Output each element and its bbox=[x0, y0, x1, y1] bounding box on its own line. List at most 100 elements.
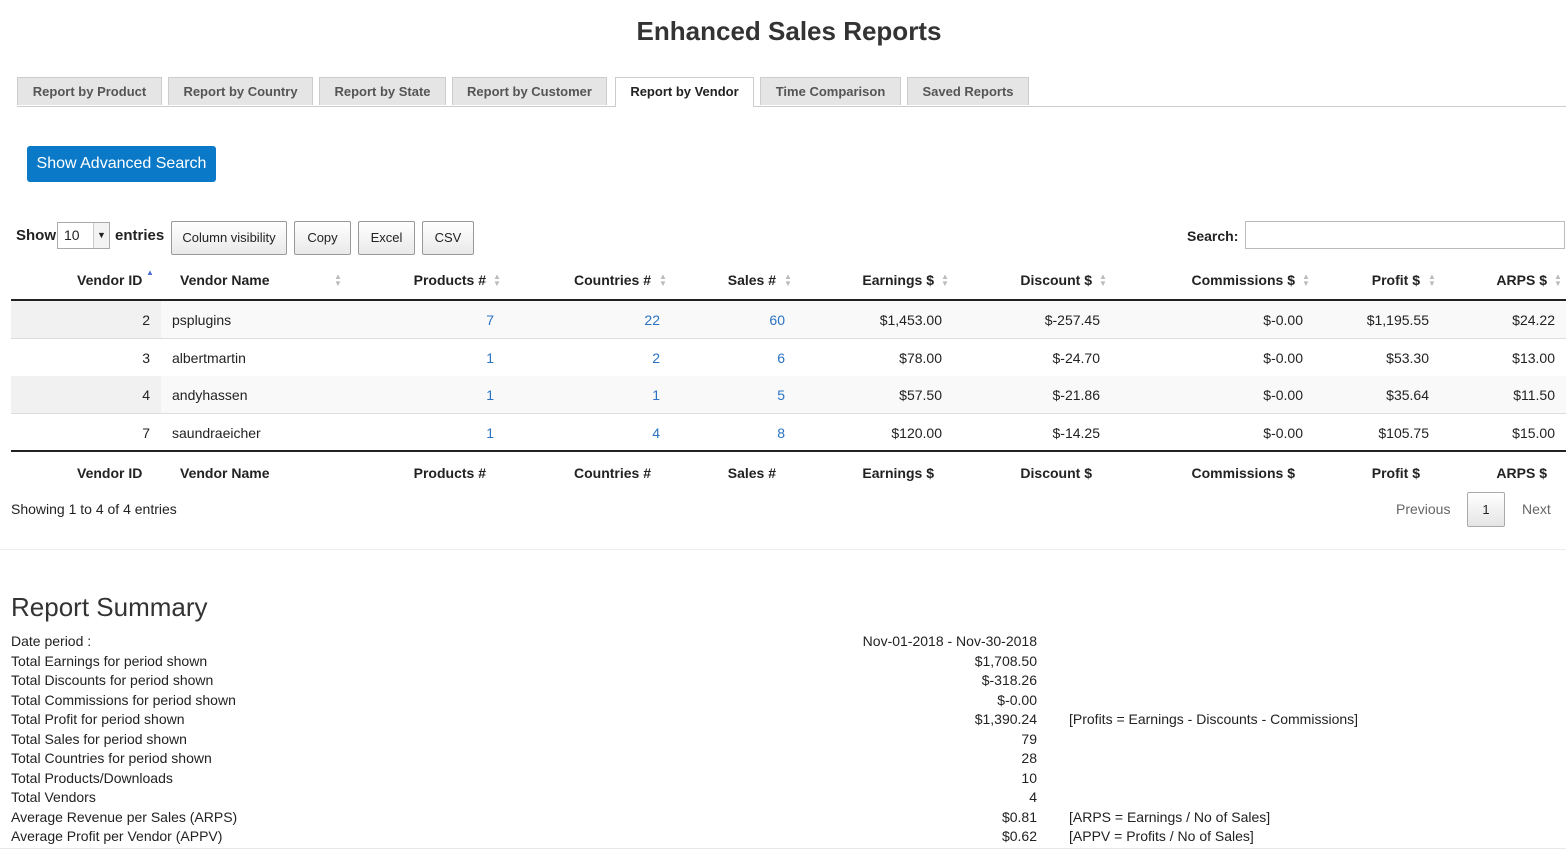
table-cell: 2 bbox=[142, 312, 150, 328]
column-footer: Vendor ID bbox=[77, 465, 143, 481]
sort-ascending-icon[interactable]: ▲ bbox=[146, 268, 154, 277]
column-header-earnings[interactable]: Earnings $ bbox=[862, 272, 934, 288]
table-cell: $120.00 bbox=[891, 425, 942, 441]
column-header-discount[interactable]: Discount $ bbox=[1020, 272, 1092, 288]
table-cell: $-21.86 bbox=[1052, 387, 1100, 403]
table-cell[interactable]: 1 bbox=[652, 387, 660, 403]
previous-page-button[interactable]: Previous bbox=[1396, 501, 1451, 517]
sort-icon[interactable]: ▲ ▼ bbox=[493, 272, 501, 288]
sort-icon[interactable]: ▲ ▼ bbox=[1428, 272, 1436, 288]
sort-icon[interactable]: ▲ ▼ bbox=[334, 272, 342, 288]
table-cell: $-0.00 bbox=[1263, 350, 1303, 366]
summary-label: Total Vendors bbox=[11, 789, 96, 805]
table-cell: $105.75 bbox=[1378, 425, 1429, 441]
table-cell[interactable]: 8 bbox=[777, 425, 785, 441]
table-cell: $35.64 bbox=[1386, 387, 1429, 403]
column-footer: Commissions $ bbox=[1191, 465, 1295, 481]
csv-button[interactable]: CSV bbox=[422, 221, 474, 255]
tab-report-by-customer[interactable]: Report by Customer bbox=[452, 77, 607, 105]
sorted-column-shade bbox=[11, 376, 161, 413]
table-cell: 4 bbox=[142, 387, 150, 403]
table-cell[interactable]: 1 bbox=[486, 387, 494, 403]
table-cell: albertmartin bbox=[172, 350, 246, 366]
tab-report-by-country[interactable]: Report by Country bbox=[168, 77, 313, 105]
table-cell[interactable]: 2 bbox=[652, 350, 660, 366]
column-header-sales[interactable]: Sales # bbox=[727, 272, 776, 288]
table-cell: $13.00 bbox=[1512, 350, 1555, 366]
table-cell: $1,195.55 bbox=[1366, 312, 1429, 328]
summary-row: Average Revenue per Sales (ARPS) $0.81 [AR… bbox=[11, 809, 1566, 828]
header-divider bbox=[11, 299, 1566, 301]
sort-icon[interactable]: ▲ ▼ bbox=[1302, 272, 1310, 288]
sorted-column-shade bbox=[11, 301, 161, 338]
table-cell: $-0.00 bbox=[1263, 312, 1303, 328]
summary-note: [Profits = Earnings - Discounts - Commis… bbox=[1069, 711, 1359, 727]
summary-row: Total Profit for period shown $1,390.24 [P… bbox=[11, 711, 1566, 730]
column-header-products[interactable]: Products # bbox=[413, 272, 486, 288]
page-length-select[interactable]: 10 ▼ bbox=[57, 222, 110, 249]
table-cell: andyhassen bbox=[172, 387, 248, 403]
entries-label: entries bbox=[115, 227, 165, 244]
column-header-commissions[interactable]: Commissions $ bbox=[1191, 272, 1295, 288]
summary-value: 28 bbox=[1021, 750, 1037, 766]
column-visibility-button[interactable]: Column visibility bbox=[171, 221, 287, 255]
table-cell[interactable]: 4 bbox=[652, 425, 660, 441]
column-footer: Earnings $ bbox=[862, 465, 934, 481]
sort-icon[interactable]: ▲ ▼ bbox=[784, 272, 792, 288]
tab-saved-reports[interactable]: Saved Reports bbox=[907, 77, 1029, 105]
table-cell: $53.30 bbox=[1386, 350, 1429, 366]
summary-label: Total Countries for period shown bbox=[11, 750, 212, 766]
sort-icon[interactable]: ▲ ▼ bbox=[941, 272, 949, 288]
table-row[interactable] bbox=[11, 414, 1566, 450]
summary-label: Average Revenue per Sales (ARPS) bbox=[11, 808, 238, 825]
column-footer: Profit $ bbox=[1371, 465, 1420, 481]
table-cell: $1,453.00 bbox=[879, 312, 942, 328]
table-cell: $11.50 bbox=[1513, 387, 1555, 403]
summary-note: [APPV = Profits / No of Sales] bbox=[1069, 828, 1254, 844]
table-row[interactable] bbox=[11, 301, 1566, 339]
summary-label: Total Earnings for period shown bbox=[11, 652, 208, 669]
table-cell[interactable]: 1 bbox=[486, 425, 494, 441]
table-cell: $78.00 bbox=[899, 350, 942, 366]
summary-label: Total Commissions for period shown bbox=[11, 691, 236, 708]
column-header-vendor-name[interactable]: Vendor Name bbox=[180, 272, 270, 288]
summary-note: [ARPS = Earnings / No of Sales] bbox=[1069, 808, 1271, 825]
column-header-arps[interactable]: ARPS $ bbox=[1496, 272, 1547, 288]
column-footer: ARPS $ bbox=[1496, 465, 1547, 481]
sort-icon[interactable]: ▲ ▼ bbox=[1099, 272, 1107, 288]
current-page-button[interactable]: 1 bbox=[1467, 492, 1505, 527]
table-cell[interactable]: 5 bbox=[777, 387, 785, 403]
summary-value: $0.81 bbox=[1001, 808, 1037, 825]
summary-row: Total Commissions for period shown $-0.00 bbox=[11, 692, 1566, 711]
table-cell: $-0.00 bbox=[1263, 387, 1303, 403]
column-header-profit[interactable]: Profit $ bbox=[1371, 272, 1420, 288]
column-footer: Vendor Name bbox=[180, 465, 270, 481]
search-input[interactable] bbox=[1245, 221, 1565, 249]
table-cell[interactable]: 6 bbox=[777, 350, 785, 366]
search-label: Search: bbox=[1187, 228, 1239, 244]
footer-divider bbox=[11, 450, 1566, 452]
report-tabs: Report by Product Report by Country Report… bbox=[17, 77, 1566, 107]
sort-icon[interactable]: ▲ ▼ bbox=[1554, 272, 1562, 288]
tab-report-by-vendor[interactable]: Report by Vendor bbox=[615, 77, 754, 107]
table-cell[interactable]: 60 bbox=[769, 312, 785, 328]
summary-label: Average Profit per Vendor (APPV) bbox=[11, 828, 223, 844]
table-cell[interactable]: 22 bbox=[644, 312, 660, 328]
summary-value: $1,708.50 bbox=[974, 652, 1037, 669]
tab-report-by-state[interactable]: Report by State bbox=[319, 77, 446, 105]
summary-row: Total Earnings for period shown $1,708.50 bbox=[11, 653, 1566, 672]
copy-button[interactable]: Copy bbox=[294, 221, 351, 255]
table-cell[interactable]: 7 bbox=[486, 312, 494, 328]
sort-icon[interactable]: ▲ ▼ bbox=[659, 272, 667, 288]
show-advanced-search-button[interactable]: Show Advanced Search bbox=[27, 146, 216, 182]
tab-time-comparison[interactable]: Time Comparison bbox=[760, 77, 901, 105]
excel-button[interactable]: Excel bbox=[358, 221, 415, 255]
tab-report-by-product[interactable]: Report by Product bbox=[17, 77, 162, 105]
next-page-button[interactable]: Next bbox=[1522, 501, 1551, 517]
table-row[interactable] bbox=[11, 376, 1566, 414]
column-header-vendor-id[interactable]: Vendor ID bbox=[77, 272, 143, 288]
table-cell[interactable]: 1 bbox=[486, 350, 494, 366]
summary-value: $-0.00 bbox=[997, 691, 1037, 708]
table-cell: $-257.45 bbox=[1044, 312, 1100, 328]
column-header-countries[interactable]: Countries # bbox=[573, 272, 651, 288]
